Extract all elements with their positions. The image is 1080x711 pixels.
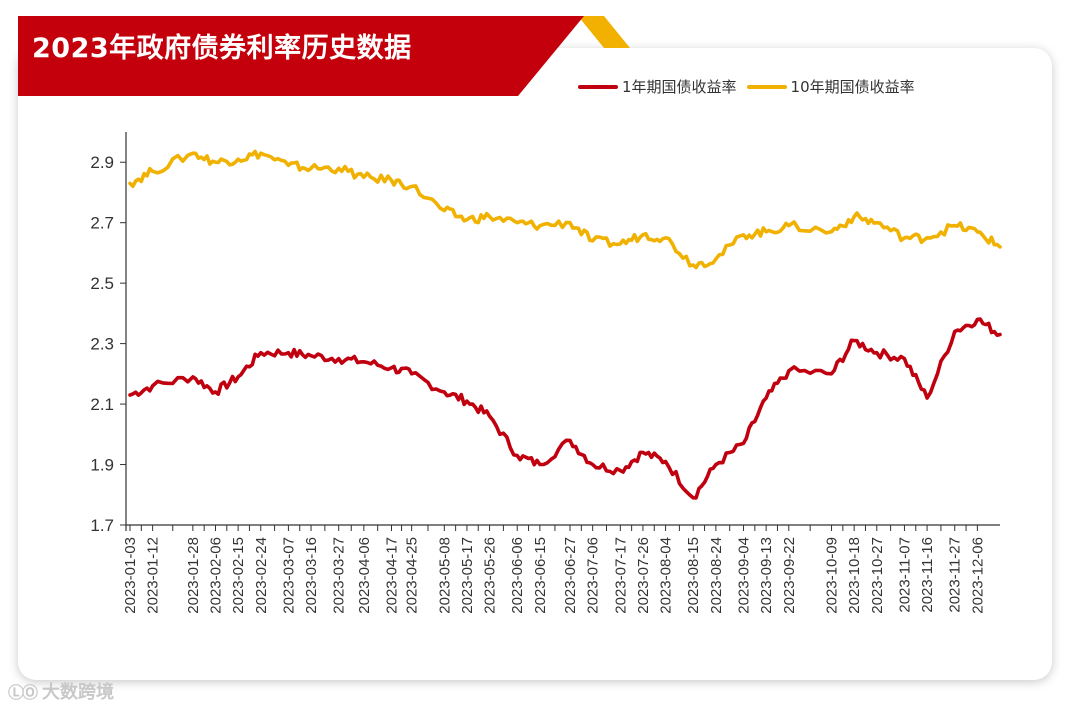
title-banner	[18, 16, 630, 96]
legend-swatch-1y	[578, 84, 618, 89]
x-tick-label: 2023-01-12	[145, 537, 162, 614]
x-tick-label: 2023-07-06	[585, 537, 602, 614]
legend-item-10y: 10年期国债收益率	[746, 76, 915, 97]
x-tick-label: 2023-04-06	[356, 537, 373, 614]
x-tick-label: 2023-03-27	[331, 537, 348, 614]
x-tick-label: 2023-05-26	[482, 537, 499, 614]
y-tick-label: 2.3	[90, 335, 114, 354]
x-tick-label: 2023-01-03	[122, 537, 139, 614]
banner-red	[18, 16, 584, 96]
x-tick-label: 2023-08-24	[708, 537, 725, 614]
x-tick-label: 2023-01-28	[185, 537, 202, 614]
x-tick-label: 2023-06-27	[562, 537, 579, 614]
x-tick-label: 2023-09-13	[758, 537, 775, 614]
x-tick-label: 2023-08-15	[685, 537, 702, 614]
x-tick-label: 2023-05-17	[459, 537, 476, 614]
x-tick-label: 2023-08-04	[658, 537, 675, 614]
banner-shape	[18, 16, 630, 96]
legend-swatch-10y	[746, 84, 787, 89]
x-tick-label: 2023-03-07	[280, 537, 297, 614]
legend-item-1y: 1年期国债收益率	[578, 76, 737, 97]
y-tick-label: 2.7	[90, 214, 114, 233]
legend-label-10y: 10年期国债收益率	[790, 78, 915, 96]
x-tick-label: 2023-10-27	[869, 537, 886, 614]
x-tick-label: 2023-04-25	[404, 537, 421, 614]
watermark: ⓁⓄ 大数跨境	[8, 678, 114, 704]
x-tick-label: 2023-04-17	[384, 537, 401, 614]
y-tick-label: 2.9	[90, 153, 114, 172]
x-tick-label: 2023-06-06	[509, 537, 526, 614]
x-tick-label: 2023-03-16	[303, 537, 320, 614]
x-tick-label: 2023-09-22	[781, 537, 798, 614]
y-tick-label: 2.5	[90, 274, 114, 293]
y-tick-label: 1.7	[90, 516, 114, 535]
legend-label-1y: 1年期国债收益率	[622, 78, 737, 96]
series-line-10y	[128, 149, 1002, 270]
x-tick-label: 2023-06-15	[532, 537, 549, 614]
watermark-text: 大数跨境	[42, 682, 115, 703]
x-tick-label: 2023-10-18	[846, 537, 863, 614]
x-tick-label: 2023-11-07	[896, 537, 913, 613]
y-tick-label: 2.1	[90, 395, 114, 414]
y-tick-label: 1.9	[90, 456, 114, 475]
x-tick-label: 2023-02-06	[207, 537, 224, 614]
x-tick-label: 2023-10-09	[824, 537, 841, 614]
x-tick-label: 2023-09-04	[736, 537, 753, 614]
legend: 1年期国债收益率 10年期国债收益率	[578, 76, 925, 97]
x-tick-label: 2023-05-08	[436, 537, 453, 614]
x-tick-label: 2023-11-27	[947, 537, 964, 613]
series-line-1y	[128, 317, 1002, 500]
watermark-logo-icon: ⓁⓄ	[8, 683, 38, 702]
x-tick-label: 2023-02-15	[230, 537, 247, 614]
banner-accent	[578, 16, 630, 48]
x-tick-label: 2023-07-17	[612, 537, 629, 614]
x-tick-label: 2023-02-24	[253, 537, 270, 614]
chart-title: 2023年政府债券利率历史数据	[32, 33, 412, 64]
x-tick-label: 2023-11-16	[919, 537, 936, 613]
x-tick-label: 2023-12-06	[969, 537, 986, 614]
x-tick-label: 2023-07-26	[635, 537, 652, 614]
